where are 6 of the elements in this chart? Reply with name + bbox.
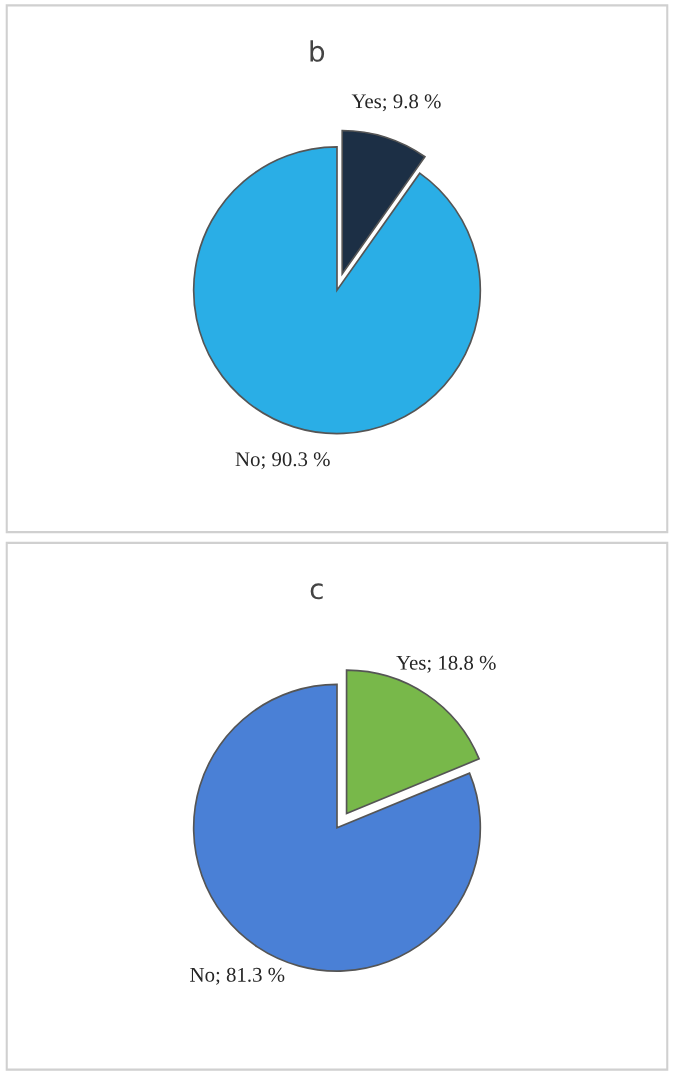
chart-title: b [310,40,325,62]
slice-label: Yes; 18.8 % [396,655,496,673]
slice-label: No; 81.3 % [190,967,285,985]
slice-label: Yes; 9.8 % [351,94,441,112]
chart-title: c [310,583,323,600]
slice-label: No; 90.3 % [235,452,330,470]
